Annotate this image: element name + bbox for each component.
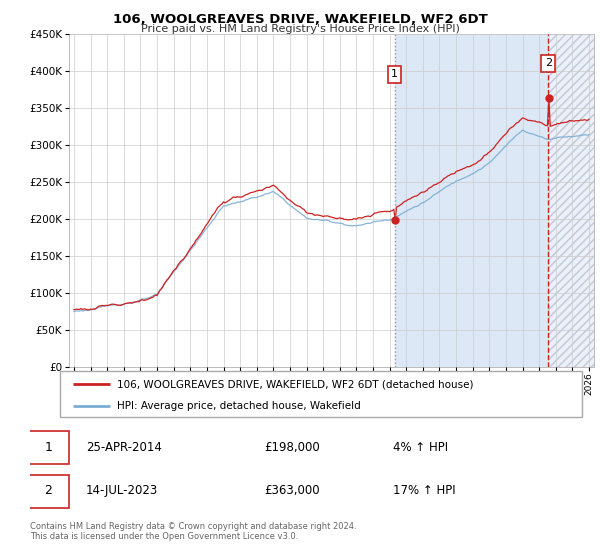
Text: Price paid vs. HM Land Registry's House Price Index (HPI): Price paid vs. HM Land Registry's House … (140, 24, 460, 34)
Text: 1: 1 (44, 441, 52, 454)
Text: 2: 2 (545, 58, 552, 68)
Text: 17% ↑ HPI: 17% ↑ HPI (392, 484, 455, 497)
FancyBboxPatch shape (27, 475, 69, 508)
Text: £363,000: £363,000 (265, 484, 320, 497)
Bar (548, 34, 598, 367)
Text: 1: 1 (391, 69, 398, 80)
Text: 25-APR-2014: 25-APR-2014 (86, 441, 161, 454)
Text: 106, WOOLGREAVES DRIVE, WAKEFIELD, WF2 6DT (detached house): 106, WOOLGREAVES DRIVE, WAKEFIELD, WF2 6… (118, 379, 474, 389)
Text: £198,000: £198,000 (265, 441, 320, 454)
Bar (395, 34, 548, 367)
Text: HPI: Average price, detached house, Wakefield: HPI: Average price, detached house, Wake… (118, 401, 361, 410)
Text: 2: 2 (44, 484, 52, 497)
Bar (548, 34, 598, 367)
Text: 106, WOOLGREAVES DRIVE, WAKEFIELD, WF2 6DT: 106, WOOLGREAVES DRIVE, WAKEFIELD, WF2 6… (113, 13, 487, 26)
FancyBboxPatch shape (27, 432, 69, 464)
FancyBboxPatch shape (60, 371, 582, 417)
Text: Contains HM Land Registry data © Crown copyright and database right 2024.
This d: Contains HM Land Registry data © Crown c… (30, 522, 356, 542)
Text: 4% ↑ HPI: 4% ↑ HPI (392, 441, 448, 454)
Text: 14-JUL-2023: 14-JUL-2023 (86, 484, 158, 497)
